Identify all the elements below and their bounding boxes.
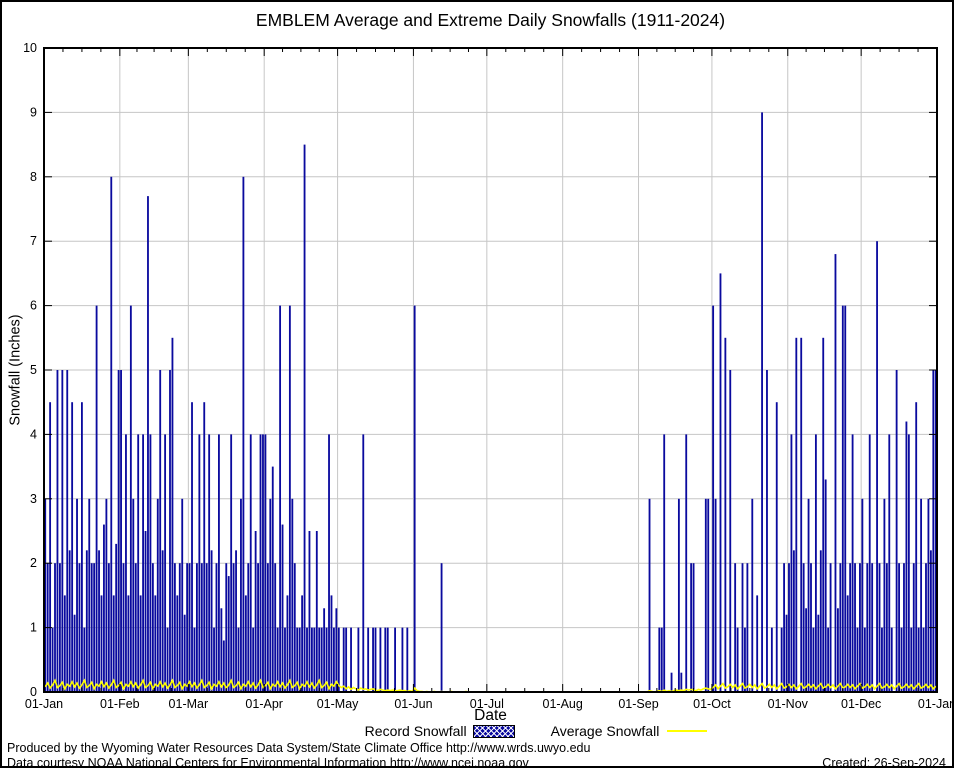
footer-data-courtesy: Data courtesy NOAA National Centers for … [7, 756, 529, 768]
svg-text:9: 9 [30, 105, 37, 119]
svg-text:01-Jul: 01-Jul [470, 697, 504, 711]
chart-title: EMBLEM Average and Extreme Daily Snowfal… [255, 10, 726, 30]
legend-average-label: Average Snowfall [550, 723, 660, 739]
svg-text:8: 8 [30, 170, 37, 184]
svg-text:01-Apr: 01-Apr [245, 697, 283, 711]
svg-text:01-Aug: 01-Aug [543, 697, 583, 711]
svg-text:01-Dec: 01-Dec [841, 697, 881, 711]
svg-text:01-Jun: 01-Jun [394, 697, 432, 711]
svg-text:10: 10 [23, 41, 37, 55]
x-axis-label: Date [474, 707, 507, 724]
footer-created-date: Created: 26-Sep-2024 [822, 756, 946, 768]
svg-text:2: 2 [30, 556, 37, 570]
legend-record-label: Record Snowfall [364, 723, 467, 739]
svg-text:3: 3 [30, 492, 37, 506]
svg-text:01-Jan: 01-Jan [918, 697, 954, 711]
svg-text:01-Sep: 01-Sep [618, 697, 658, 711]
svg-text:01-Mar: 01-Mar [169, 697, 209, 711]
record-snowfall-swatch-icon [472, 724, 515, 738]
svg-text:1: 1 [30, 621, 37, 635]
svg-text:5: 5 [30, 363, 37, 377]
svg-text:01-Feb: 01-Feb [100, 697, 140, 711]
svg-text:6: 6 [30, 299, 37, 313]
svg-text:01-Nov: 01-Nov [768, 697, 809, 711]
svg-text:01-Jan: 01-Jan [25, 697, 63, 711]
footer-produced-by: Produced by the Wyoming Water Resources … [7, 741, 591, 755]
svg-text:01-May: 01-May [317, 697, 359, 711]
svg-text:0: 0 [30, 685, 37, 699]
svg-text:7: 7 [30, 234, 37, 248]
svg-text:4: 4 [30, 427, 37, 441]
chart-legend: Record Snowfall Average Snowfall [59, 723, 952, 739]
average-snowfall-line-icon [667, 729, 708, 733]
svg-text:01-Oct: 01-Oct [693, 697, 731, 711]
